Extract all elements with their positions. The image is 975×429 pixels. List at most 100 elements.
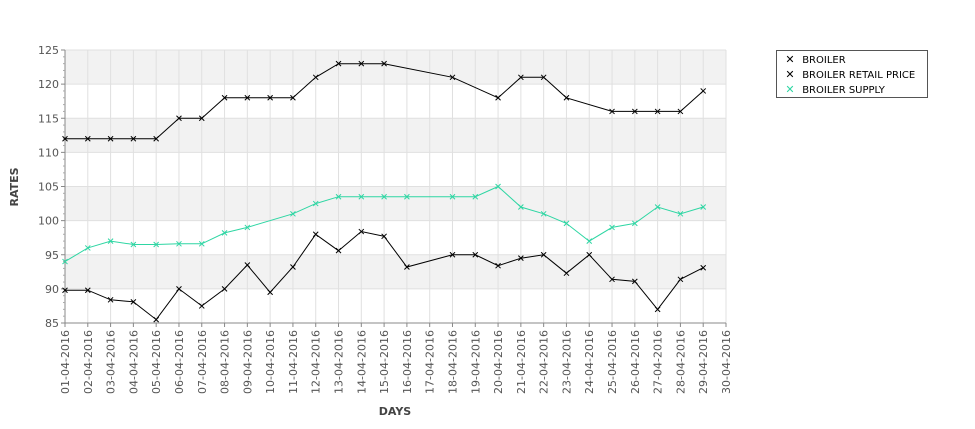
data-point-marker	[472, 251, 479, 258]
data-point-marker	[449, 251, 456, 258]
data-point-marker	[244, 262, 251, 268]
marker-stroke	[335, 60, 342, 67]
x-tick-label: 22-04-2016	[538, 330, 551, 394]
x-tick-label: 10-04-2016	[264, 330, 277, 394]
y-tick-label: 100	[38, 215, 59, 228]
data-point-marker	[130, 241, 137, 248]
marker-stroke	[540, 74, 547, 81]
data-point-marker	[404, 193, 410, 200]
data-point-marker	[290, 94, 296, 101]
data-point-marker	[518, 255, 524, 262]
x-tick-label: 24-04-2016	[583, 330, 596, 394]
x-tick-label: 04-04-2016	[127, 330, 140, 394]
marker-stroke	[700, 88, 707, 94]
data-point-marker	[586, 238, 593, 244]
data-point-marker	[244, 224, 251, 231]
y-tick-label: 90	[45, 283, 59, 296]
data-point-marker	[381, 233, 387, 240]
marker-stroke	[563, 94, 570, 101]
marker-stroke	[176, 286, 182, 292]
marker-stroke	[198, 115, 205, 122]
marker-stroke	[381, 60, 387, 67]
data-point-marker	[631, 278, 638, 285]
data-point-marker	[358, 228, 365, 235]
data-point-marker	[654, 108, 661, 115]
data-point-marker	[107, 238, 114, 244]
data-point-marker	[221, 286, 228, 292]
data-point-marker	[358, 60, 365, 67]
plot-band	[65, 118, 726, 153]
x-axis-title: DAYS	[379, 405, 412, 418]
marker-stroke	[677, 276, 684, 283]
marker-stroke	[677, 210, 684, 217]
data-point-marker	[518, 74, 524, 81]
x-tick-label: 15-04-2016	[378, 330, 391, 394]
data-point-marker	[700, 88, 707, 94]
marker-stroke	[267, 94, 273, 101]
marker-stroke	[631, 278, 638, 285]
x-tick-label: 25-04-2016	[606, 330, 619, 394]
data-point-marker	[609, 108, 615, 115]
x-tick-label: 01-04-2016	[59, 330, 72, 394]
data-point-marker	[84, 135, 91, 142]
data-point-marker	[221, 94, 228, 101]
marker-stroke	[518, 255, 524, 262]
data-point-marker	[631, 108, 638, 115]
data-point-marker	[84, 287, 91, 294]
data-point-marker	[198, 240, 205, 247]
x-tick-label: 13-04-2016	[333, 330, 346, 394]
data-point-marker	[107, 135, 114, 142]
marker-stroke	[290, 210, 296, 217]
marker-stroke	[381, 233, 387, 240]
x-tick-label: 29-04-2016	[697, 330, 710, 394]
data-point-marker	[677, 276, 684, 283]
marker-stroke	[381, 193, 387, 200]
marker-stroke	[586, 251, 593, 258]
marker-stroke	[244, 94, 251, 101]
y-tick-label: 110	[38, 146, 59, 159]
gridlines	[64, 49, 727, 324]
data-point-marker	[335, 60, 342, 67]
plot-band	[65, 50, 726, 85]
marker-stroke	[654, 108, 661, 115]
data-point-marker	[290, 264, 296, 270]
data-point-marker	[700, 204, 707, 210]
x-tick-label: 27-04-2016	[652, 330, 665, 394]
legend-marker-icon: ✕	[785, 68, 795, 81]
axes	[61, 49, 727, 327]
marker-stroke	[472, 251, 479, 258]
data-point-marker	[495, 262, 501, 269]
data-point-marker	[540, 74, 547, 81]
y-axis-title: RATES	[8, 167, 21, 206]
marker-stroke	[518, 74, 524, 81]
marker-stroke	[312, 74, 319, 81]
data-point-marker	[312, 74, 319, 81]
x-tick-label: 07-04-2016	[196, 330, 209, 394]
marker-stroke	[221, 94, 228, 101]
data-point-marker	[677, 210, 684, 217]
marker-stroke	[700, 264, 707, 271]
marker-stroke	[130, 298, 137, 305]
data-point-marker	[176, 240, 182, 247]
marker-stroke	[495, 262, 501, 269]
marker-stroke	[449, 251, 456, 258]
marker-stroke	[609, 224, 615, 231]
x-tick-labels: 01-04-2016 02-04-2016 03-04-2016 04-04-2016…	[59, 330, 733, 394]
legend-label: BROILER	[802, 55, 846, 66]
data-point-marker	[654, 306, 661, 313]
x-tick-label: 08-04-2016	[219, 330, 232, 394]
data-point-marker	[518, 204, 524, 210]
marker-stroke	[84, 135, 91, 142]
marker-stroke	[631, 220, 638, 227]
data-point-marker	[381, 193, 387, 200]
data-point-marker	[107, 296, 114, 303]
x-tick-label: 30-04-2016	[720, 330, 733, 394]
data-point-marker	[153, 135, 160, 142]
plot-band	[65, 186, 726, 221]
x-tick-label: 18-04-2016	[446, 330, 459, 394]
x-tick-label: 28-04-2016	[674, 330, 687, 394]
y-tick-labels: 85 90 95 100 105 110 115 120 125	[38, 44, 59, 330]
marker-stroke	[563, 220, 570, 227]
data-point-marker	[540, 210, 547, 217]
marker-stroke	[267, 289, 273, 296]
